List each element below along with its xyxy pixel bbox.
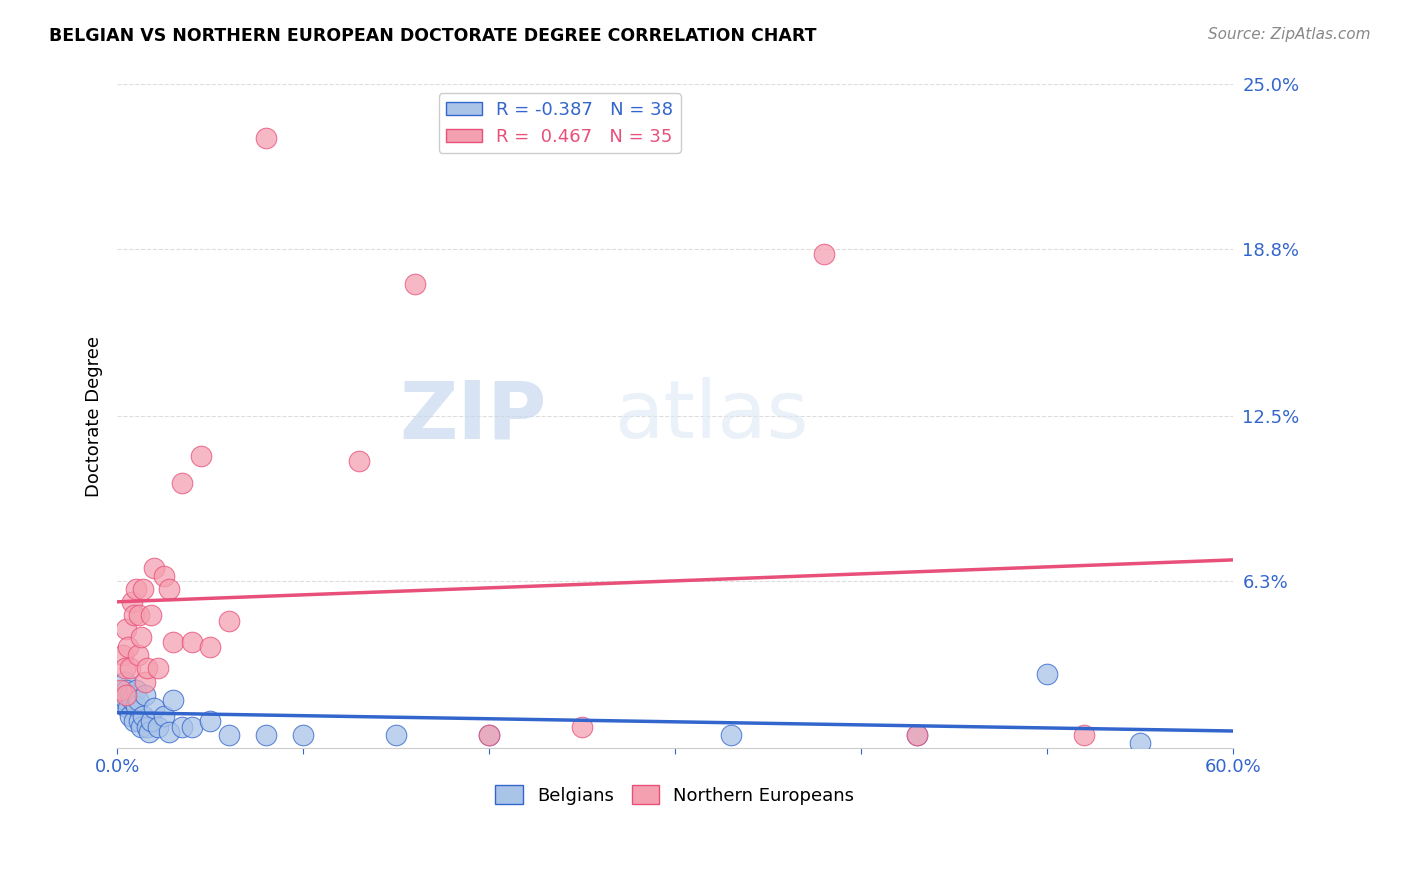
Point: [180, 635, 202, 649]
Point: [157, 582, 180, 596]
Point: [347, 454, 370, 468]
Point: [111, 648, 134, 662]
Point: [146, 661, 169, 675]
Point: [152, 568, 174, 582]
Point: [115, 688, 138, 702]
Point: [128, 608, 150, 623]
Point: [131, 720, 153, 734]
Point: [218, 728, 240, 742]
Point: [813, 247, 835, 261]
Point: [139, 608, 162, 623]
Point: [122, 714, 145, 729]
Point: [478, 728, 501, 742]
Point: [905, 728, 928, 742]
Y-axis label: Doctorate Degree: Doctorate Degree: [86, 335, 103, 497]
Point: [128, 714, 150, 729]
Point: [139, 714, 162, 729]
Point: [143, 701, 166, 715]
Text: BELGIAN VS NORTHERN EUROPEAN DOCTORATE DEGREE CORRELATION CHART: BELGIAN VS NORTHERN EUROPEAN DOCTORATE D…: [49, 27, 817, 45]
Point: [111, 693, 134, 707]
Text: Source: ZipAtlas.com: Source: ZipAtlas.com: [1208, 27, 1371, 42]
Point: [218, 614, 240, 628]
Point: [134, 674, 156, 689]
Point: [121, 595, 143, 609]
Point: [385, 728, 408, 742]
Point: [120, 709, 142, 723]
Point: [125, 582, 148, 596]
Point: [292, 728, 315, 742]
Point: [132, 582, 155, 596]
Point: [127, 693, 149, 707]
Point: [162, 693, 184, 707]
Point: [478, 728, 501, 742]
Point: [152, 709, 174, 723]
Point: [180, 720, 202, 734]
Point: [157, 725, 180, 739]
Point: [571, 720, 593, 734]
Point: [1073, 728, 1095, 742]
Point: [114, 674, 136, 689]
Point: [172, 475, 194, 490]
Point: [134, 688, 156, 702]
Point: [136, 661, 159, 675]
Point: [115, 693, 138, 707]
Point: [198, 640, 221, 655]
Point: [125, 698, 148, 713]
Legend: Belgians, Northern Europeans: Belgians, Northern Europeans: [488, 778, 862, 812]
Point: [136, 720, 159, 734]
Point: [143, 560, 166, 574]
Point: [132, 709, 155, 723]
Text: ZIP: ZIP: [399, 377, 547, 455]
Point: [1035, 666, 1057, 681]
Point: [1129, 736, 1152, 750]
Point: [720, 728, 742, 742]
Point: [138, 725, 160, 739]
Point: [122, 608, 145, 623]
Point: [162, 635, 184, 649]
Point: [117, 701, 139, 715]
Point: [404, 277, 426, 291]
Point: [127, 648, 149, 662]
Point: [190, 449, 212, 463]
Point: [110, 682, 132, 697]
Point: [115, 682, 138, 697]
Point: [121, 693, 143, 707]
Text: atlas: atlas: [614, 377, 808, 455]
Point: [172, 720, 194, 734]
Point: [114, 661, 136, 675]
Point: [131, 630, 153, 644]
Point: [905, 728, 928, 742]
Point: [115, 622, 138, 636]
Point: [125, 682, 148, 697]
Point: [120, 688, 142, 702]
Point: [198, 714, 221, 729]
Point: [146, 720, 169, 734]
Point: [110, 688, 132, 702]
Point: [117, 640, 139, 655]
Point: [114, 698, 136, 713]
Point: [254, 130, 277, 145]
Point: [254, 728, 277, 742]
Point: [120, 661, 142, 675]
